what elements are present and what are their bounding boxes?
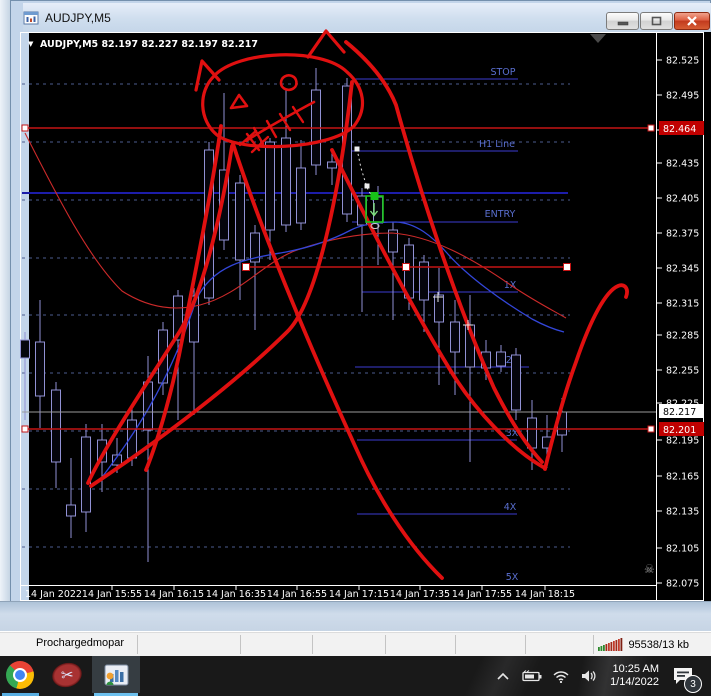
restore-icon: [651, 16, 662, 26]
signal-bar: [605, 644, 608, 651]
chart-canvas[interactable]: [29, 32, 711, 602]
close-icon: [687, 16, 697, 26]
signal-bar: [620, 638, 623, 651]
tray-chevron-button[interactable]: [496, 671, 510, 681]
signal-bar: [610, 642, 613, 651]
chevron-up-icon: [497, 672, 509, 680]
signal-bar: [618, 639, 621, 651]
statusbar-separator: [240, 635, 241, 654]
traffic-counter: 95538/13 kb: [628, 638, 689, 651]
action-center-button[interactable]: 3: [672, 659, 706, 693]
snipping-tool-icon: ✂: [49, 659, 85, 690]
taskbar-snipping-tool-button[interactable]: ✂: [46, 656, 88, 693]
statusbar-account-label: Prochargedmopar: [36, 637, 125, 649]
taskbar: ✂: [0, 656, 711, 696]
tray-volume-button[interactable]: [580, 669, 597, 683]
minimize-icon: [617, 21, 628, 25]
wifi-icon: [553, 670, 569, 683]
window-bottom-frame: [0, 601, 711, 632]
signal-bar: [615, 640, 618, 651]
mt4-icon: [104, 664, 129, 685]
statusbar-separator: [137, 635, 138, 654]
statusbar-separator: [525, 635, 526, 654]
statusbar: Prochargedmopar 95538/13 kb: [0, 631, 711, 657]
statusbar-separator: [593, 635, 594, 654]
signal-bar: [600, 646, 603, 651]
scissors-icon: ✂: [60, 665, 75, 685]
tray-battery-button[interactable]: [520, 670, 542, 682]
window-title: AUDJPY,M5: [45, 10, 111, 25]
clock-time: 10:25 AM: [612, 663, 659, 675]
taskbar-chrome-button[interactable]: [0, 656, 40, 693]
chrome-icon: [6, 660, 34, 689]
taskbar-mt4-button[interactable]: [92, 656, 140, 693]
statusbar-separator: [455, 635, 456, 654]
notification-count-badge: 3: [684, 675, 702, 693]
close-button[interactable]: [674, 12, 710, 30]
signal-bar: [613, 641, 616, 651]
statusbar-separator: [312, 635, 313, 654]
tray-wifi-button[interactable]: [552, 670, 570, 683]
taskbar-active-underline: [94, 693, 138, 696]
minimize-button[interactable]: [606, 12, 639, 30]
signal-bar: [603, 645, 606, 651]
signal-bar: [598, 647, 601, 651]
taskbar-active-underline: [2, 693, 39, 696]
restore-button[interactable]: [640, 12, 673, 30]
system-tray: 10:25 AM 1/14/2022 3: [491, 656, 711, 696]
statusbar-separator: [385, 635, 386, 654]
taskbar-clock[interactable]: 10:25 AM 1/14/2022: [610, 663, 659, 689]
connection-signal-icon: [598, 638, 623, 651]
chart-window: AUDJPY,M5: [10, 0, 711, 631]
battery-charging-icon: [522, 670, 542, 682]
speaker-icon: [582, 670, 596, 682]
chart-window-icon: [23, 11, 39, 24]
signal-bar: [608, 643, 611, 651]
clock-date: 1/14/2022: [610, 676, 659, 688]
